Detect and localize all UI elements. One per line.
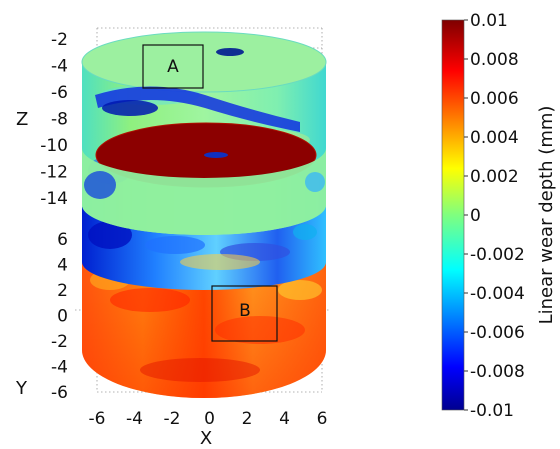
x-tick-label: -6: [89, 409, 106, 429]
colorbar-label: Linear wear depth (mm): [536, 106, 557, 325]
region-label-b: B: [239, 301, 251, 321]
z-tick-label: -4: [51, 57, 68, 77]
colorbar-tick-label: 0.006: [470, 89, 519, 109]
colorbar-tick-label: 0.004: [470, 128, 519, 148]
region-box-b: B: [211, 285, 278, 342]
z-tick-label: -12: [40, 163, 68, 183]
z-tick-label: -8: [51, 110, 68, 130]
z-axis-label: Z: [16, 109, 28, 130]
colorbar-tick-label: -0.004: [470, 284, 525, 304]
y-tick-label: 6: [57, 230, 68, 250]
y-tick-label: -6: [51, 383, 68, 403]
colorbar-tick-label: 0.008: [470, 50, 519, 70]
x-axis-ticks: -6 -4 -2 0 2 4 6: [89, 409, 328, 429]
transition-band: [82, 205, 326, 290]
x-tick-label: 2: [242, 409, 253, 429]
colorbar-tick-label: -0.002: [470, 245, 525, 265]
z-tick-label: -6: [51, 83, 68, 103]
z-tick-label: -14: [40, 189, 68, 209]
y-tick-label: -4: [51, 358, 68, 378]
x-tick-label: 6: [317, 409, 328, 429]
z-tick-label: -10: [40, 136, 68, 156]
region-label-a: A: [167, 57, 179, 77]
y-tick-label: 2: [57, 281, 68, 301]
y-tick-label: 4: [57, 256, 68, 276]
y-tick-label: -2: [51, 332, 68, 352]
colorbar-tick-label: -0.006: [470, 323, 525, 343]
x-axis-label: X: [200, 428, 212, 449]
colorbar-tick-label: 0: [470, 206, 481, 226]
y-axis-ticks: 6 4 2 0 -2 -4 -6: [51, 230, 68, 403]
colorbar-tick-label: -0.01: [470, 401, 514, 421]
colorbar-tick-label: 0.01: [470, 11, 508, 31]
colorbar-ticks: 0.01 0.008 0.006 0.004 0.002 0 -0.002 -0.004 -0.…: [464, 11, 525, 421]
colorbar-tick-label: -0.008: [470, 362, 525, 382]
x-tick-label: 4: [279, 409, 290, 429]
x-tick-label: -2: [164, 409, 181, 429]
region-box-a: A: [142, 44, 204, 89]
colorbar: [441, 19, 465, 411]
colorbar-tick-label: 0.002: [470, 167, 519, 187]
x-tick-label: 0: [204, 409, 215, 429]
z-axis-ticks: -2 -4 -6 -8 -10 -12 -14: [40, 30, 68, 209]
z-tick-label: -2: [51, 30, 68, 50]
y-tick-label: 0: [57, 307, 68, 327]
upper-cylinder: [81, 31, 327, 235]
x-tick-label: -4: [126, 409, 143, 429]
y-axis-label: Y: [15, 378, 28, 399]
